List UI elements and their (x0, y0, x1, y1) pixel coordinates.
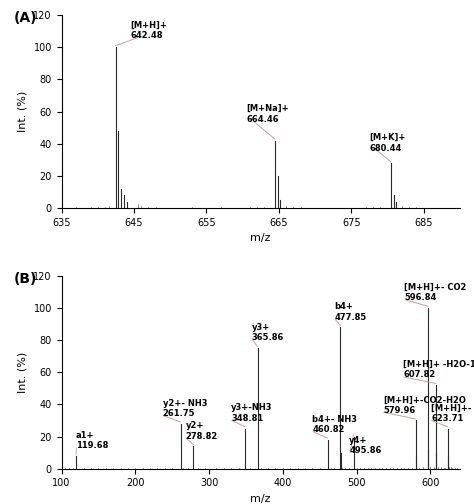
Text: 680.44: 680.44 (369, 144, 401, 153)
Text: 596.84: 596.84 (404, 293, 437, 302)
Text: 495.86: 495.86 (349, 446, 382, 455)
Text: b4+: b4+ (335, 302, 353, 311)
Text: y3+-NH3: y3+-NH3 (231, 403, 273, 412)
Text: 664.46: 664.46 (246, 115, 279, 123)
Text: a1+: a1+ (76, 431, 94, 440)
Text: 623.71: 623.71 (431, 414, 464, 423)
Text: y4+: y4+ (349, 435, 367, 445)
Text: b4+- NH3: b4+- NH3 (312, 415, 357, 424)
Text: [M+H]+- CO2: [M+H]+- CO2 (404, 283, 467, 292)
Text: y2+: y2+ (185, 421, 204, 430)
Y-axis label: Int. (%): Int. (%) (18, 91, 28, 132)
Text: 365.86: 365.86 (252, 334, 284, 342)
Text: y2+- NH3: y2+- NH3 (163, 399, 207, 408)
X-axis label: m/z: m/z (250, 233, 271, 243)
Text: 278.82: 278.82 (185, 431, 218, 440)
Text: 477.85: 477.85 (335, 312, 367, 322)
Text: [M+Na]+: [M+Na]+ (246, 104, 289, 113)
Text: [M+H]+ -H2O-16: [M+H]+ -H2O-16 (403, 360, 474, 369)
Text: 607.82: 607.82 (403, 370, 435, 380)
Y-axis label: Int. (%): Int. (%) (18, 352, 28, 393)
Text: 579.96: 579.96 (383, 406, 415, 415)
Text: 642.48: 642.48 (130, 31, 163, 40)
Text: y3+: y3+ (252, 323, 270, 332)
Text: (A): (A) (14, 11, 37, 25)
X-axis label: m/z: m/z (250, 494, 271, 504)
Text: [M+H]+-CO2-H2O: [M+H]+-CO2-H2O (383, 395, 466, 404)
Text: (B): (B) (14, 272, 37, 286)
Text: 119.68: 119.68 (76, 441, 108, 450)
Text: [M+H]+- H2O: [M+H]+- H2O (431, 403, 474, 412)
Text: [M+H]+: [M+H]+ (130, 21, 167, 30)
Text: 460.82: 460.82 (312, 425, 345, 434)
Text: [M+K]+: [M+K]+ (369, 133, 406, 142)
Text: 348.81: 348.81 (231, 414, 264, 423)
Text: 261.75: 261.75 (163, 409, 195, 418)
